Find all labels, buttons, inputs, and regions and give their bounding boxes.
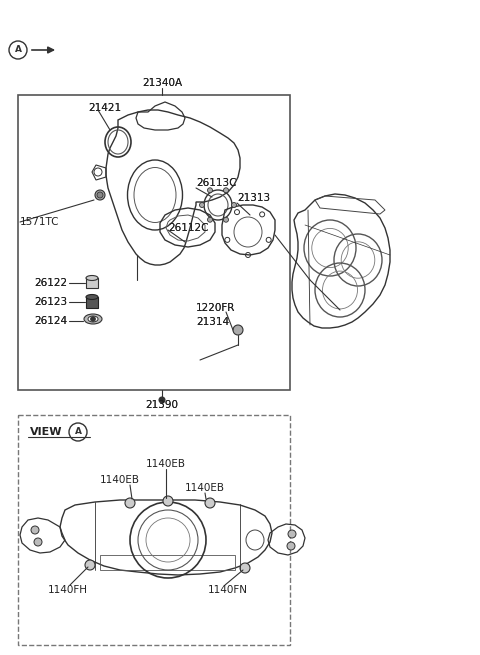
Circle shape [159,397,165,403]
Bar [18,415,290,645]
Circle shape [240,563,250,573]
Circle shape [200,202,204,208]
Circle shape [97,192,103,198]
Text: 21421: 21421 [88,103,121,113]
Text: 26122: 26122 [34,278,67,288]
Text: 1220FR: 1220FR [196,303,235,313]
Text: 1571TC: 1571TC [20,217,60,227]
Text: 26113C: 26113C [196,178,237,188]
Circle shape [233,325,243,335]
Text: 21314: 21314 [196,317,229,327]
Ellipse shape [86,295,98,299]
Circle shape [287,542,295,550]
Ellipse shape [84,314,102,324]
Circle shape [224,188,228,193]
Circle shape [34,538,42,546]
Circle shape [207,188,213,193]
Text: 26124: 26124 [34,316,67,326]
Text: 21314: 21314 [196,317,229,327]
Text: 26112C: 26112C [168,223,208,233]
Bar [18,95,290,390]
Text: A: A [14,45,22,54]
Circle shape [95,190,105,200]
Text: 26122: 26122 [34,278,67,288]
Circle shape [125,498,135,508]
Circle shape [31,526,39,534]
Text: 26123: 26123 [34,297,67,307]
Text: 21421: 21421 [88,103,121,113]
Text: 26113C: 26113C [196,178,237,188]
Text: 21313: 21313 [237,193,270,203]
Text: 21340A: 21340A [142,78,182,88]
Text: 1140EB: 1140EB [185,483,225,493]
Circle shape [85,560,95,570]
Text: 1140FN: 1140FN [208,585,248,595]
Circle shape [207,217,213,222]
Bar [100,555,235,570]
Bar [86,278,98,288]
Circle shape [224,217,228,222]
Text: 21340A: 21340A [142,78,182,88]
Circle shape [288,530,296,538]
Circle shape [163,496,173,506]
Text: 21313: 21313 [237,193,270,203]
Text: 26123: 26123 [34,297,67,307]
Circle shape [205,498,215,508]
Text: 1220FR: 1220FR [196,303,235,313]
Text: 21390: 21390 [145,400,179,410]
Text: 26112C: 26112C [168,223,208,233]
Text: A: A [74,428,82,436]
Text: 1140EB: 1140EB [146,459,186,469]
Text: 1140EB: 1140EB [100,475,140,485]
Text: 1140FH: 1140FH [48,585,88,595]
Circle shape [91,316,96,322]
Ellipse shape [86,276,98,280]
Text: VIEW: VIEW [30,427,62,437]
Circle shape [231,202,237,208]
Text: 21390: 21390 [145,400,179,410]
Ellipse shape [88,316,98,322]
Bar [86,297,98,308]
Text: 26124: 26124 [34,316,67,326]
